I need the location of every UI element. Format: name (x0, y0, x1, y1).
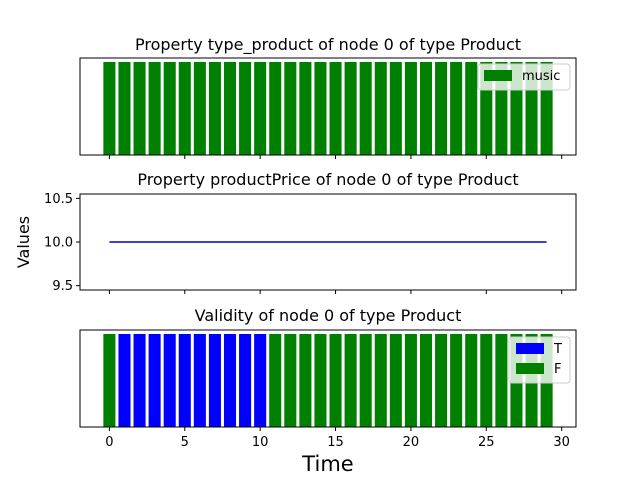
bar-music-t22 (435, 62, 448, 155)
bar-F-t21 (419, 334, 433, 427)
bar-music-t12 (284, 62, 297, 155)
bar-F-t12 (284, 334, 297, 427)
bar-T-t3 (148, 334, 161, 427)
bar-music-t6 (193, 62, 206, 155)
bar-T-t9 (239, 334, 252, 427)
bar-music-t2 (133, 62, 146, 155)
bar-music-t9 (239, 62, 252, 155)
legend-swatch-F (516, 363, 544, 374)
bar-music-t0 (103, 62, 116, 155)
bar-F-t11 (269, 334, 282, 427)
xtick-label-30: 30 (553, 435, 570, 450)
panel-2-yticks: 9.5 10.0 10.5 (44, 192, 80, 294)
panel-type-product: Property type_product of node 0 of type … (79, 35, 577, 159)
bar-music-t14 (314, 62, 327, 155)
bar-music-t8 (223, 62, 237, 155)
panel-1-bars (103, 62, 553, 155)
bar-music-t16 (344, 62, 357, 155)
ytick-label-9.5: 9.5 (52, 279, 73, 294)
panel-2-xticks (108, 290, 563, 294)
panel-3-frame (79, 329, 577, 428)
bar-T-t10 (254, 334, 267, 427)
panel-3-title: Validity of node 0 of type Product (195, 306, 462, 325)
panel-3-xticks: 0 5 10 15 20 25 30 (105, 427, 570, 450)
bar-music-t5 (178, 62, 191, 155)
bar-F-t17 (359, 334, 372, 427)
bar-F-t23 (450, 334, 463, 427)
bar-music-t15 (329, 62, 342, 155)
bar-T-t1 (118, 334, 131, 427)
legend-label-T: T (553, 342, 562, 357)
bar-T-t8 (223, 334, 237, 427)
bar-F-t26 (495, 334, 508, 427)
legend-swatch-T (516, 343, 544, 354)
ytick-label-10.0: 10.0 (44, 236, 73, 251)
xtick-label-15: 15 (327, 435, 344, 450)
ytick-label-10.5: 10.5 (44, 192, 73, 207)
bar-music-t3 (148, 62, 161, 155)
bar-music-t23 (450, 62, 463, 155)
y-axis-label: Values (14, 216, 33, 268)
bar-F-t18 (374, 334, 387, 427)
xtick-label-10: 10 (252, 435, 269, 450)
bar-music-t24 (465, 62, 478, 155)
bar-music-t20 (404, 62, 417, 155)
panel-1-xticks (108, 155, 563, 159)
bar-music-t1 (118, 62, 131, 155)
bar-music-t13 (299, 62, 312, 155)
bar-F-t15 (329, 334, 342, 427)
xtick-label-20: 20 (403, 435, 420, 450)
panel-3-bars (103, 334, 553, 427)
panel-validity: Validity of node 0 of type Product 0 5 10 1… (79, 306, 577, 450)
panel-2-title: Property productPrice of node 0 of type … (137, 170, 518, 189)
bar-music-t11 (269, 62, 282, 155)
bar-music-t21 (419, 62, 433, 155)
bar-T-t5 (178, 334, 191, 427)
bar-music-t18 (374, 62, 387, 155)
xtick-label-0: 0 (105, 435, 113, 450)
bar-F-t22 (435, 334, 448, 427)
xtick-label-5: 5 (181, 435, 189, 450)
bar-music-t10 (254, 62, 267, 155)
bar-T-t2 (133, 334, 146, 427)
bar-music-t19 (389, 62, 402, 155)
bar-F-t16 (344, 334, 357, 427)
bar-music-t17 (359, 62, 372, 155)
bar-F-t20 (404, 334, 417, 427)
legend-label-F: F (554, 362, 561, 377)
bar-T-t6 (193, 334, 206, 427)
bar-F-t14 (314, 334, 327, 427)
panel-1-frame (79, 57, 577, 156)
panel-product-price: Property productPrice of node 0 of type … (44, 170, 577, 294)
legend-label-music: music (522, 69, 560, 84)
x-axis-label: Time (301, 452, 353, 476)
bar-T-t4 (163, 334, 176, 427)
bar-T-t7 (208, 334, 221, 427)
bar-music-t4 (163, 62, 176, 155)
panel-1-title: Property type_product of node 0 of type … (135, 35, 521, 55)
xtick-label-25: 25 (478, 435, 495, 450)
bar-F-t0 (103, 334, 116, 427)
legend-swatch-music (484, 70, 512, 81)
bar-F-t19 (389, 334, 402, 427)
bar-F-t13 (299, 334, 312, 427)
bar-F-t25 (480, 334, 493, 427)
panel-1-legend: music (477, 63, 571, 91)
bar-music-t7 (208, 62, 221, 155)
bar-F-t24 (465, 334, 478, 427)
panel-3-legend: T F (508, 336, 571, 384)
